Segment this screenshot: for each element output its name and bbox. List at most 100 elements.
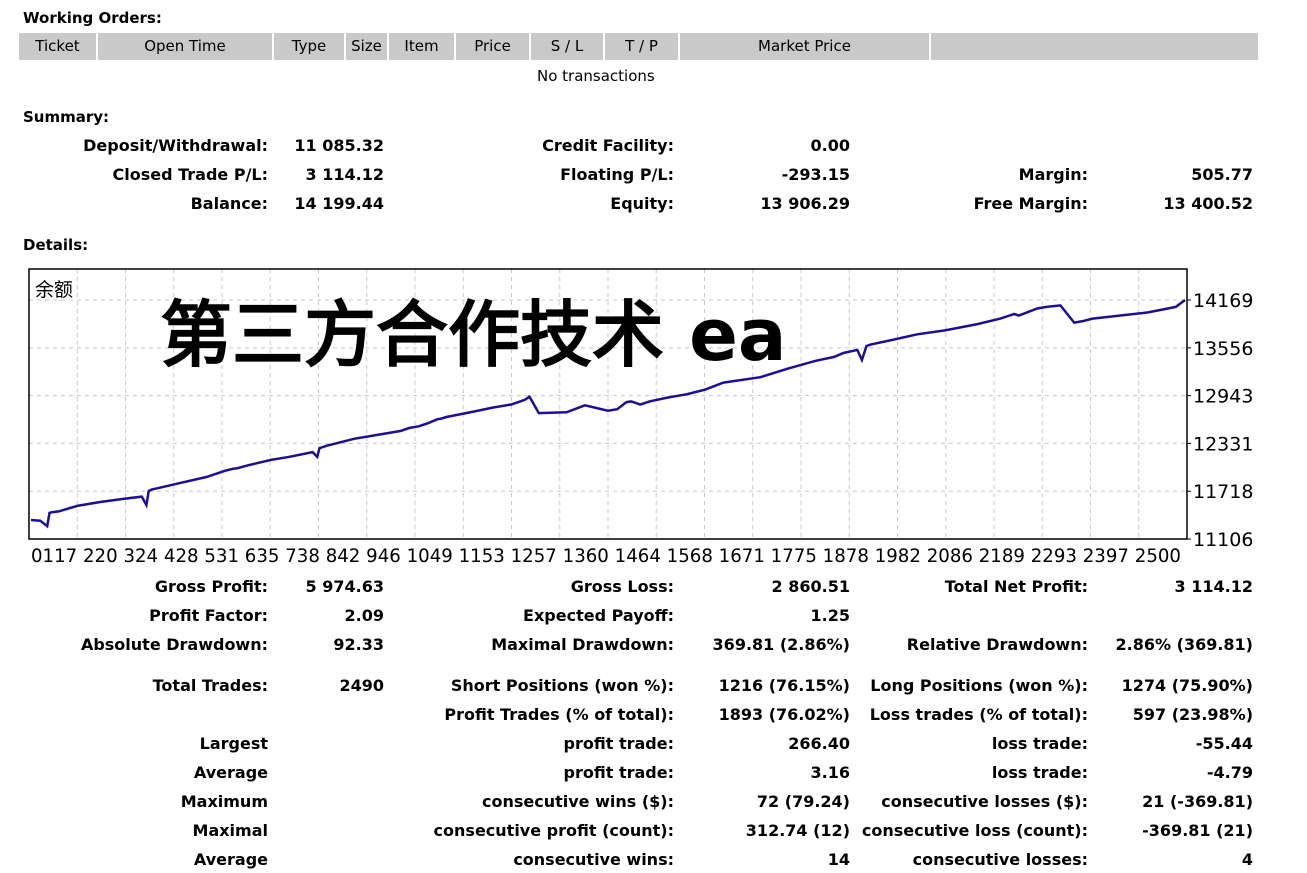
short-positions-label: Short Positions (won %): xyxy=(450,676,674,695)
largest-loss-trade-label: loss trade: xyxy=(991,734,1088,753)
y-tick-label: 14169 xyxy=(1193,290,1253,312)
expected-payoff-label: Expected Payoff: xyxy=(523,606,674,625)
column-header-item[interactable]: Item xyxy=(389,33,456,60)
total-net-profit-value: 3 114.12 xyxy=(1174,577,1253,596)
floating-pl-label: Floating P/L: xyxy=(560,165,674,184)
balance-chart: 余额 第三方合作技术 ea 14169135561294312331117181… xyxy=(28,268,1253,567)
y-tick-label: 11718 xyxy=(1193,481,1253,503)
gross-loss-value: 2 860.51 xyxy=(771,577,850,596)
x-tick-label: 2086 xyxy=(921,545,973,567)
absolute-drawdown-label: Absolute Drawdown: xyxy=(80,635,268,654)
free-margin-value: 13 400.52 xyxy=(1163,194,1253,213)
x-tick-label: 1257 xyxy=(505,545,557,567)
working-orders-table-header: Ticket Open Time Type Size Item Price S … xyxy=(19,33,1258,60)
maximal-drawdown-value: 369.81 (2.86%) xyxy=(712,635,850,654)
maximal-consecutive-loss-value: -369.81 (21) xyxy=(1142,821,1253,840)
maximal-label: Maximal xyxy=(192,821,268,840)
x-tick-labels: 0117 220 324 428 531 635 738 842 946 104… xyxy=(31,545,1181,567)
y-tick-label: 12943 xyxy=(1193,386,1253,408)
avg-consecutive-losses-value: 4 xyxy=(1241,850,1253,869)
total-trades-label: Total Trades: xyxy=(152,676,268,695)
watermark-text: 第三方合作技术 ea xyxy=(160,293,787,377)
max-consecutive-wins-value: 72 (79.24) xyxy=(756,792,850,811)
loss-trades-label: Loss trades (% of total): xyxy=(869,705,1088,724)
column-header-type[interactable]: Type xyxy=(274,33,346,60)
profit-factor-label: Profit Factor: xyxy=(149,606,268,625)
x-tick-label: 635 xyxy=(239,545,279,567)
equity-value: 13 906.29 xyxy=(760,194,850,213)
max-consecutive-losses-label: consecutive losses ($): xyxy=(881,792,1088,811)
relative-drawdown-label: Relative Drawdown: xyxy=(906,635,1088,654)
x-tick-label: 117 xyxy=(43,545,78,567)
x-tick-label: 946 xyxy=(360,545,400,567)
no-transactions-text: No transactions xyxy=(537,67,655,85)
deposit-label: Deposit/Withdrawal: xyxy=(83,136,268,155)
column-header-market-price[interactable]: Market Price xyxy=(680,33,931,60)
x-tick-label: 220 xyxy=(77,545,117,567)
maximum-label: Maximum xyxy=(180,792,268,811)
y-tick-label: 12331 xyxy=(1193,433,1253,455)
gross-profit-value: 5 974.63 xyxy=(305,577,384,596)
x-tick-label: 324 xyxy=(118,545,158,567)
x-tick-label: 1982 xyxy=(869,545,921,567)
largest-label: Largest xyxy=(199,734,268,753)
column-header-size[interactable]: Size xyxy=(346,33,389,60)
x-tick-label: 531 xyxy=(199,545,239,567)
y-axis: 14169 13556 12943 12331 11718 11106 xyxy=(1187,290,1253,551)
column-header-empty xyxy=(931,33,1258,60)
x-tick-label: 1568 xyxy=(661,545,713,567)
x-tick-label: 738 xyxy=(279,545,319,567)
column-header-price[interactable]: Price xyxy=(456,33,531,60)
average-label: Average xyxy=(193,763,268,782)
maximal-consecutive-loss-label: consecutive loss (count): xyxy=(861,821,1088,840)
summary-title: Summary: xyxy=(23,108,110,126)
average-consecutive-label: Average xyxy=(193,850,268,869)
x-tick-label: 1775 xyxy=(765,545,817,567)
gross-loss-label: Gross Loss: xyxy=(570,577,674,596)
closed-pl-value: 3 114.12 xyxy=(305,165,384,184)
balance-value: 14 199.44 xyxy=(294,194,384,213)
credit-value: 0.00 xyxy=(810,136,850,155)
margin-value: 505.77 xyxy=(1191,165,1253,184)
x-tick-label: 1464 xyxy=(609,545,661,567)
x-tick-label: 1049 xyxy=(401,545,453,567)
balance-label: Balance: xyxy=(190,194,268,213)
max-consecutive-wins-label: consecutive wins ($): xyxy=(481,792,674,811)
maximal-consecutive-profit-label: consecutive profit (count): xyxy=(433,821,674,840)
long-positions-label: Long Positions (won %): xyxy=(870,676,1088,695)
short-positions-value: 1216 (76.15%) xyxy=(718,676,850,695)
maximal-drawdown-label: Maximal Drawdown: xyxy=(491,635,674,654)
x-tick-label: 1671 xyxy=(713,545,765,567)
x-tick-label: 2189 xyxy=(973,545,1025,567)
chart-grid xyxy=(29,269,1187,539)
column-header-open-time[interactable]: Open Time xyxy=(98,33,274,60)
column-header-tp[interactable]: T / P xyxy=(605,33,680,60)
x-tick-label: 1360 xyxy=(557,545,609,567)
column-header-ticket[interactable]: Ticket xyxy=(19,33,98,60)
total-trades-value: 2490 xyxy=(339,676,384,695)
profit-factor-value: 2.09 xyxy=(344,606,384,625)
credit-label: Credit Facility: xyxy=(542,136,674,155)
closed-pl-label: Closed Trade P/L: xyxy=(112,165,269,184)
average-profit-trade-label: profit trade: xyxy=(563,763,674,782)
x-tick-label: 0 xyxy=(31,545,43,567)
profit-trades-value: 1893 (76.02%) xyxy=(718,705,850,724)
average-loss-trade-label: loss trade: xyxy=(991,763,1088,782)
margin-label: Margin: xyxy=(1018,165,1088,184)
max-consecutive-losses-value: 21 (-369.81) xyxy=(1142,792,1253,811)
relative-drawdown-value: 2.86% (369.81) xyxy=(1115,635,1253,654)
maximal-consecutive-profit-value: 312.74 (12) xyxy=(745,821,850,840)
absolute-drawdown-value: 92.33 xyxy=(333,635,384,654)
x-tick-label: 2397 xyxy=(1077,545,1129,567)
floating-pl-value: -293.15 xyxy=(781,165,850,184)
x-tick-label: 842 xyxy=(320,545,360,567)
expected-payoff-value: 1.25 xyxy=(810,606,850,625)
long-positions-value: 1274 (75.90%) xyxy=(1121,676,1253,695)
free-margin-label: Free Margin: xyxy=(973,194,1088,213)
avg-consecutive-losses-label: consecutive losses: xyxy=(912,850,1088,869)
column-header-sl[interactable]: S / L xyxy=(531,33,605,60)
avg-consecutive-wins-value: 14 xyxy=(827,850,850,869)
avg-consecutive-wins-label: consecutive wins: xyxy=(513,850,674,869)
details-title: Details: xyxy=(23,236,89,254)
largest-profit-trade-value: 266.40 xyxy=(788,734,850,753)
